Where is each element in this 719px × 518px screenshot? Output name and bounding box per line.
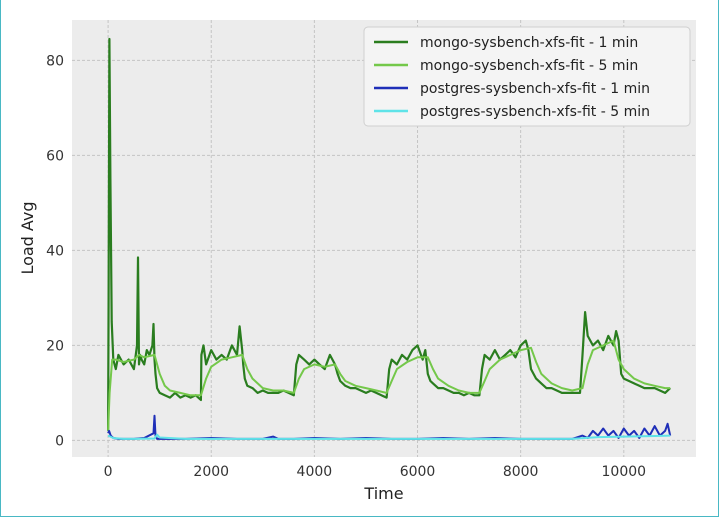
x-tick-label: 10000	[602, 464, 647, 480]
y-tick-label: 60	[46, 148, 64, 164]
y-axis-label: Load Avg	[18, 201, 37, 274]
x-tick-label: 8000	[503, 464, 539, 480]
legend: mongo-sysbench-xfs-fit - 1 min mongo-sysb…	[363, 26, 691, 127]
legend-label: mongo-sysbench-xfs-fit - 1 min	[420, 35, 638, 51]
x-axis-label: Time	[363, 484, 403, 503]
x-tick-label: 6000	[400, 464, 436, 480]
series-lines	[107, 37, 672, 440]
x-tick-label: 4000	[297, 464, 333, 480]
x-tick-label: 0	[104, 464, 113, 480]
y-tick-label: 20	[46, 338, 64, 354]
series-line-4	[107, 433, 671, 440]
legend-label: postgres-sysbench-xfs-fit - 1 min	[420, 81, 650, 97]
series-line-1	[107, 37, 671, 431]
legend-label: mongo-sysbench-xfs-fit - 5 min	[420, 58, 638, 74]
x-tick-label: 2000	[193, 464, 229, 480]
axis-ticks: 0 2000 4000 6000 8000 10000 0 20 40 60 80	[46, 53, 646, 480]
series-line-2	[107, 339, 671, 431]
legend-label: postgres-sysbench-xfs-fit - 5 min	[420, 104, 650, 120]
y-tick-label: 40	[46, 243, 64, 259]
y-tick-label: 0	[55, 433, 64, 449]
y-tick-label: 80	[46, 53, 64, 69]
legend-box	[363, 26, 691, 127]
